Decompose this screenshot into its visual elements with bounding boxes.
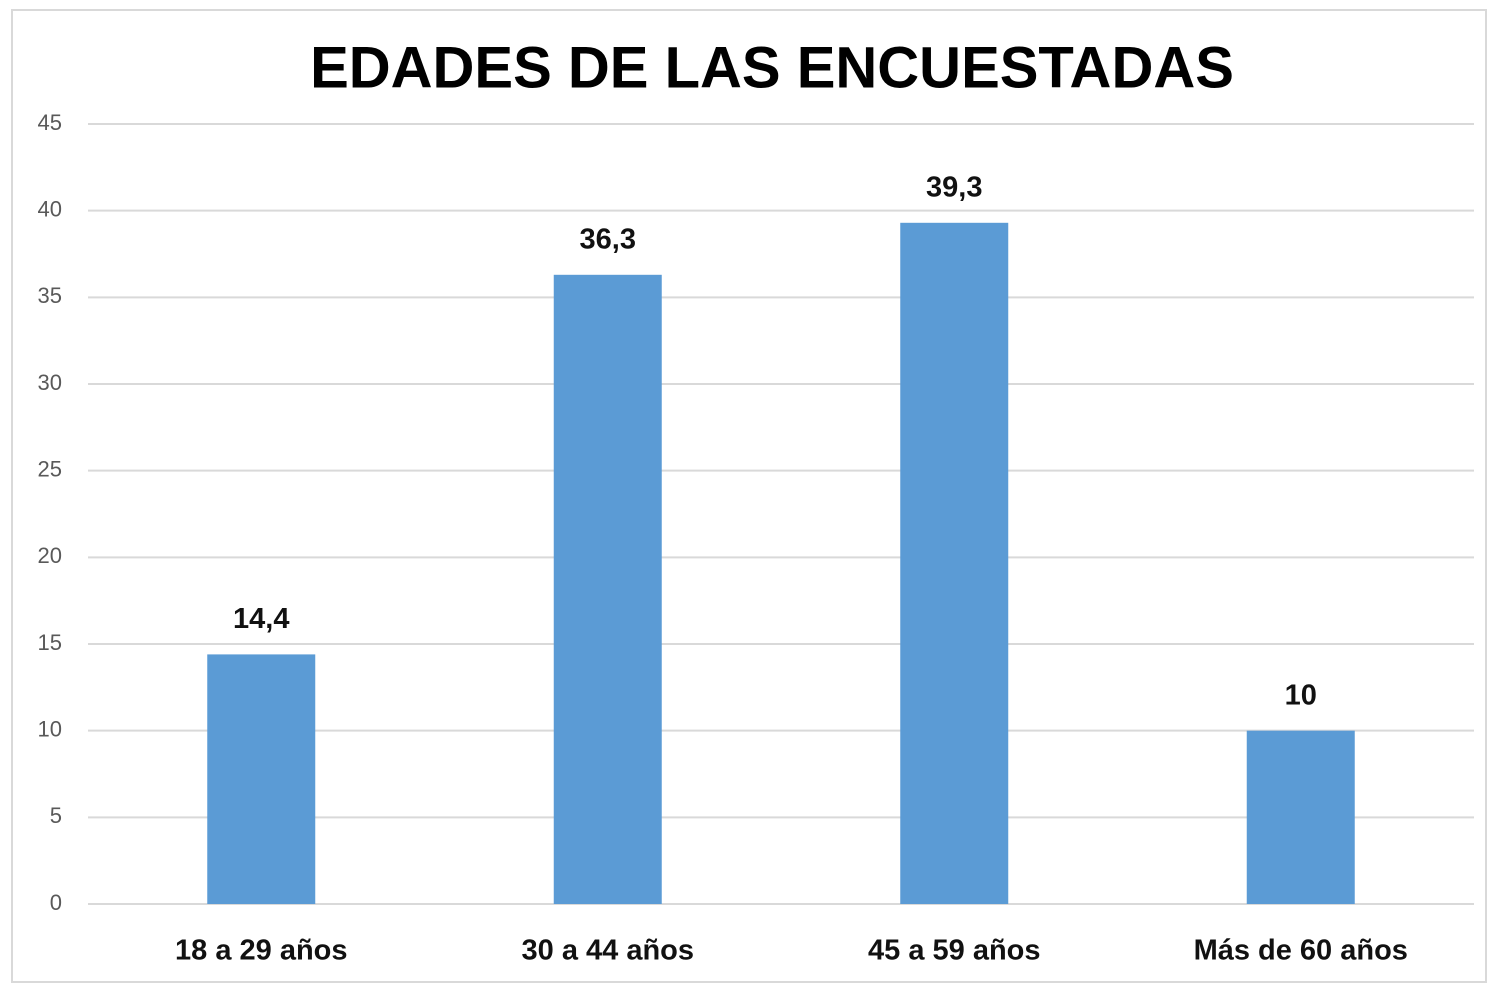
x-tick-label: 45 a 59 años — [868, 935, 1041, 967]
y-tick-label: 0 — [50, 890, 62, 915]
data-label: 39,3 — [926, 171, 982, 203]
y-tick-label: 45 — [38, 110, 62, 135]
y-tick-label: 25 — [38, 456, 62, 481]
y-tick-label: 10 — [38, 716, 62, 741]
y-tick-label: 15 — [38, 630, 62, 655]
bar — [207, 654, 316, 904]
data-label: 36,3 — [580, 223, 636, 255]
y-tick-label: 30 — [38, 370, 62, 395]
bar — [900, 222, 1009, 905]
y-tick-label: 20 — [38, 543, 62, 568]
x-tick-label: 30 a 44 años — [522, 935, 695, 967]
data-label: 10 — [1285, 679, 1317, 711]
x-tick-label: 18 a 29 años — [175, 935, 348, 967]
chart-title: EDADES DE LAS ENCUESTADAS — [310, 35, 1234, 100]
y-tick-label: 40 — [38, 196, 62, 221]
bar — [553, 274, 662, 904]
y-tick-label: 5 — [50, 803, 62, 828]
data-label: 14,4 — [233, 603, 289, 635]
bar — [1246, 730, 1355, 904]
x-tick-label: Más de 60 años — [1194, 935, 1408, 967]
y-tick-label: 35 — [38, 283, 62, 308]
